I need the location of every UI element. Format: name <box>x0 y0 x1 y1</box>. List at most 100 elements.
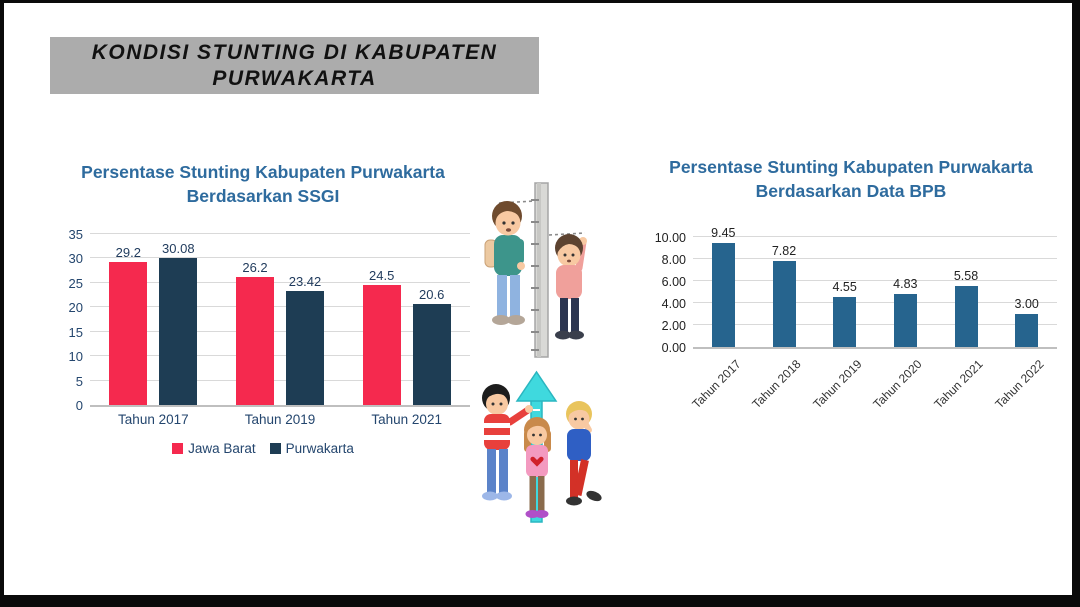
bar: 4.83 <box>893 277 918 347</box>
y-tick-label: 0 <box>75 398 83 413</box>
y-tick-label: 4.00 <box>661 297 686 311</box>
ssgi-chart-title: Persentase Stunting Kabupaten Purwakarta… <box>56 160 470 208</box>
bar-value-label: 30.08 <box>162 241 195 257</box>
gridline <box>693 258 1057 259</box>
bpb-x-axis: Tahun 2017 Tahun 2018 Tahun 2019 Tahun 2020… <box>689 349 1057 415</box>
striped-shirt-boy-figure <box>482 384 533 501</box>
y-tick-label: 2.00 <box>661 319 686 333</box>
legend-swatch <box>172 443 184 454</box>
y-tick-label: 5 <box>75 373 83 389</box>
ssgi-bar-chart: Persentase Stunting Kabupaten Purwakarta… <box>56 160 470 456</box>
height-measurement-svg <box>484 182 587 358</box>
blue-shirt-boy-figure <box>566 401 602 506</box>
gridline <box>90 306 470 308</box>
bpb-chart-title-line-1: Persentase Stunting Kabupaten Purwakarta <box>669 157 1033 177</box>
legend-label: Jawa Barat <box>188 441 256 456</box>
bar-group: 3.00 <box>996 297 1057 347</box>
ssgi-chart-title-line-2: Berdasarkan SSGI <box>186 186 340 206</box>
children-height-measurement-illustration <box>473 178 607 364</box>
y-tick-label: 0.00 <box>661 341 686 355</box>
gridline <box>693 280 1057 281</box>
bpb-y-axis: 0.00 2.00 4.00 6.00 8.00 10.00 <box>645 231 693 355</box>
bar: 29.2 <box>109 245 148 405</box>
gridline <box>90 330 470 332</box>
gridline <box>90 257 470 259</box>
bar-value-label: 5.58 <box>953 268 979 283</box>
x-tick-label: Tahun 2020 <box>870 357 926 412</box>
bar-value-label: 9.45 <box>711 226 736 241</box>
y-tick-label: 10 <box>68 349 83 365</box>
bar-value-label: 23.42 <box>288 273 322 289</box>
bar-group: 4.55 <box>814 280 875 347</box>
legend-label: Purwakarta <box>285 441 354 456</box>
bar: 26.2 <box>236 260 274 405</box>
tall-boy-figure <box>484 201 525 325</box>
x-tick-label: Tahun 2017 <box>688 357 744 412</box>
bar-value-label: 26.2 <box>242 260 268 275</box>
bar-value-label: 29.2 <box>115 245 141 261</box>
x-tick-label: Tahun 2021 <box>371 412 442 427</box>
x-tick-label: Tahun 2018 <box>749 357 804 412</box>
x-tick-label: Tahun 2019 <box>810 357 865 412</box>
y-tick-label: 10.00 <box>654 231 686 245</box>
gridline <box>693 236 1057 237</box>
bar: 20.6 <box>412 287 451 405</box>
ssgi-chart-body: 0 5 10 15 20 25 30 35 29.2 30.08 26.2 23.42 24.5 20.… <box>56 227 470 413</box>
bar-group: 5.58 <box>936 269 997 347</box>
y-tick-label: 6.00 <box>661 275 686 289</box>
bar-group: 4.83 <box>875 277 936 347</box>
y-tick-label: 30 <box>68 251 83 267</box>
bar-value-label: 24.5 <box>369 268 395 284</box>
bar-groups: 9.45 7.82 4.55 4.83 5.58 3.00 <box>693 226 1057 347</box>
gridline <box>90 233 470 234</box>
bar-value-label: 20.6 <box>419 287 445 303</box>
legend-swatch <box>269 443 281 454</box>
ssgi-legend: Jawa Barat Purwakarta <box>56 441 470 456</box>
bar: 4.55 <box>833 280 857 347</box>
gridline <box>693 302 1057 303</box>
short-kid-height-dashed-line <box>548 232 586 236</box>
bar-group: 9.45 <box>693 226 754 347</box>
bar-groups: 29.2 30.08 26.2 23.42 24.5 20.6 <box>90 234 470 405</box>
bar-group: 26.2 23.42 <box>217 260 344 405</box>
title-line-1: KONDISI STUNTING DI KABUPATEN <box>91 41 498 64</box>
y-tick-label: 35 <box>68 227 83 242</box>
gridline <box>90 355 470 357</box>
title-banner: KONDISI STUNTING DI KABUPATEN PURWAKARTA <box>50 37 539 94</box>
children-growth-arrow-illustration <box>458 368 618 548</box>
bar: 24.5 <box>362 268 401 405</box>
x-tick-label: Tahun 2022 <box>991 357 1047 412</box>
bar-value-label: 3.00 <box>1014 297 1039 311</box>
bar-group: 24.5 20.6 <box>343 268 470 405</box>
bpb-plot-area: 9.45 7.82 4.55 4.83 5.58 3.00 <box>693 226 1057 349</box>
y-tick-label: 20 <box>68 300 83 316</box>
gridline <box>90 379 470 381</box>
short-boy-figure <box>555 234 587 340</box>
bar-value-label: 7.82 <box>771 243 797 258</box>
bpb-chart-title: Persentase Stunting Kabupaten Purwakarta… <box>645 155 1057 203</box>
bar: 5.58 <box>954 269 978 347</box>
bar: 23.42 <box>286 274 324 405</box>
bpb-chart-title-line-2: Berdasarkan Data BPB <box>755 181 947 201</box>
ssgi-chart-title-line-1: Persentase Stunting Kabupaten Purwakarta <box>81 162 445 182</box>
bar-value-label: 4.83 <box>893 276 918 291</box>
bar: 3.00 <box>1015 297 1039 347</box>
ssgi-x-axis: Tahun 2017 Tahun 2019 Tahun 2021 <box>90 412 470 427</box>
x-tick-label: Tahun 2017 <box>118 412 189 427</box>
bpb-bar-chart: Persentase Stunting Kabupaten Purwakarta… <box>645 155 1057 415</box>
measuring-ruler-icon <box>531 182 549 358</box>
y-tick-label: 8.00 <box>661 253 686 267</box>
x-tick-label: Tahun 2021 <box>931 357 986 412</box>
bar-group: 29.2 30.08 <box>90 241 217 405</box>
bar: 30.08 <box>159 241 198 405</box>
gridline <box>693 324 1057 325</box>
gridline <box>90 281 470 283</box>
ssgi-y-axis: 0 5 10 15 20 25 30 35 <box>56 227 90 413</box>
pink-shirt-girl-figure <box>524 417 551 518</box>
bar-value-label: 4.55 <box>832 279 857 294</box>
x-tick-label: Tahun 2019 <box>244 412 316 427</box>
legend-item: Purwakarta <box>269 441 354 456</box>
title-line-2: PURWAKARTA <box>212 67 377 90</box>
bpb-chart-body: 0.00 2.00 4.00 6.00 8.00 10.00 9.45 7.82 4.55 4.… <box>645 226 1057 355</box>
